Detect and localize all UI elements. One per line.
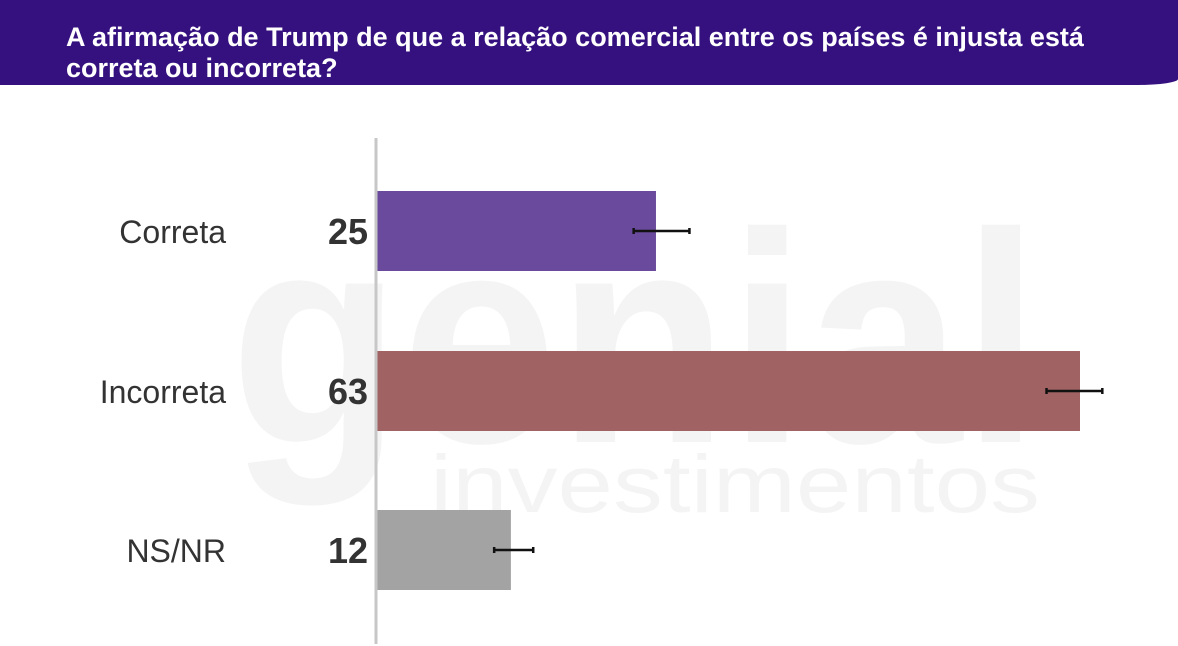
value-label-2: 63 bbox=[328, 371, 368, 412]
value-label-1: 25 bbox=[328, 211, 368, 252]
bar-1 bbox=[377, 191, 656, 271]
category-label-3: NS/NR bbox=[126, 533, 226, 569]
chart-title: A afirmação de Trump de que a relação co… bbox=[66, 22, 1084, 83]
header-bar: A afirmação de Trump de que a relação co… bbox=[0, 0, 1178, 85]
bar-2 bbox=[377, 351, 1080, 431]
bar-3 bbox=[377, 510, 511, 590]
category-label-2: Incorreta bbox=[100, 374, 226, 410]
category-label-1: Correta bbox=[119, 214, 226, 250]
value-label-3: 12 bbox=[328, 530, 368, 571]
